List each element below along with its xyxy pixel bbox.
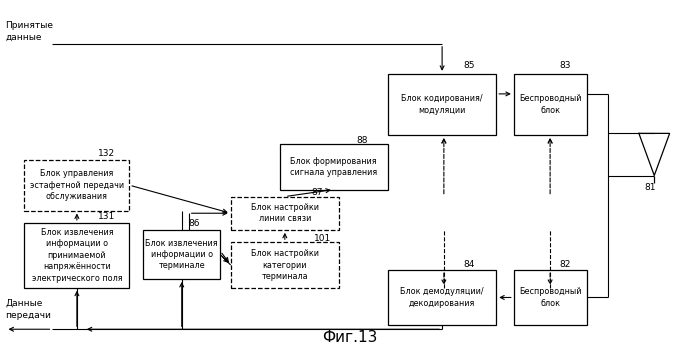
Text: 81: 81 (644, 183, 656, 192)
Text: Беспроводный
блок: Беспроводный блок (519, 287, 582, 308)
Bar (388, 74, 496, 135)
Bar (143, 230, 220, 279)
Text: 132: 132 (98, 149, 115, 158)
Bar (514, 74, 587, 135)
Text: Блок извлечения
информации о
терминале: Блок извлечения информации о терминале (145, 239, 218, 270)
Text: передачи: передачи (6, 311, 52, 320)
Bar (24, 223, 129, 288)
Text: 85: 85 (463, 61, 475, 70)
Text: 83: 83 (559, 61, 570, 70)
Text: Фиг.13: Фиг.13 (322, 330, 377, 345)
Text: 88: 88 (356, 135, 368, 145)
Text: Беспроводный
блок: Беспроводный блок (519, 94, 582, 115)
Text: 87: 87 (311, 187, 322, 197)
Text: Принятые: Принятые (6, 21, 54, 30)
Text: 86: 86 (189, 219, 200, 228)
Text: 101: 101 (314, 234, 331, 243)
Bar (231, 197, 339, 230)
Text: Блок управления
эстафетной передачи
обслуживания: Блок управления эстафетной передачи обсл… (30, 169, 124, 201)
Bar (388, 270, 496, 325)
Bar (231, 242, 339, 288)
Bar (24, 160, 129, 211)
Bar (514, 270, 587, 325)
Text: 84: 84 (463, 260, 475, 269)
Bar (280, 144, 388, 190)
Text: Блок настройки
линии связи: Блок настройки линии связи (251, 203, 319, 224)
Text: 82: 82 (559, 260, 570, 269)
Text: Блок настройки
категории
терминала: Блок настройки категории терминала (251, 249, 319, 281)
Text: Блок кодирования/
модуляции: Блок кодирования/ модуляции (401, 94, 483, 115)
Text: Блок формирования
сигнала управления: Блок формирования сигнала управления (290, 157, 377, 177)
Text: 131: 131 (98, 212, 115, 221)
Text: данные: данные (6, 33, 42, 42)
Text: Блок демодуляции/
декодирования: Блок демодуляции/ декодирования (401, 287, 484, 308)
Text: Блок извлечения
информации о
принимаемой
напряжённости
электрического поля: Блок извлечения информации о принимаемой… (31, 228, 122, 283)
Text: Данные: Данные (6, 299, 43, 308)
